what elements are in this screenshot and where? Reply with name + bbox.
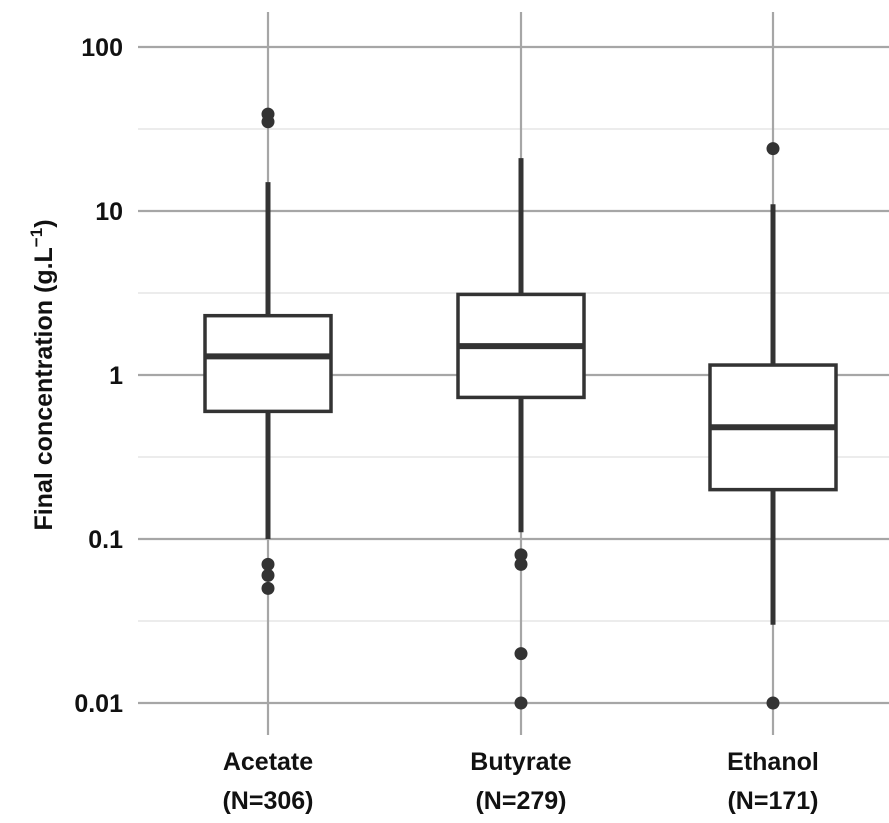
x-category-label: Ethanol: [727, 748, 819, 776]
outlier-point: [514, 647, 528, 661]
x-category-n-label: (N=306): [222, 787, 313, 815]
y-axis-title-main: Final concentration (g.L: [30, 247, 58, 530]
x-category-label: Butyrate: [470, 748, 572, 776]
outlier-point: [261, 557, 275, 571]
y-axis-title-suffix: ): [30, 219, 58, 227]
box-group-butyrate: [456, 158, 586, 710]
outlier-point: [261, 107, 275, 121]
outlier-point: [514, 557, 528, 571]
y-tick-label: 10: [95, 198, 123, 226]
box: [203, 313, 333, 414]
box-group-acetate: [203, 107, 333, 595]
outlier-point: [766, 696, 780, 710]
x-category-n-label: (N=171): [727, 787, 818, 815]
outlier-point: [514, 696, 528, 710]
x-category-n-label: (N=279): [475, 787, 566, 815]
box-group-ethanol: [708, 142, 838, 710]
x-category-label: Acetate: [223, 748, 313, 776]
outlier-point: [261, 568, 275, 582]
outlier-point: [514, 548, 528, 562]
boxes: [203, 107, 838, 710]
y-axis-title-superscript: −1: [27, 228, 46, 247]
outlier-point: [766, 142, 780, 156]
y-tick-label: 100: [81, 34, 123, 62]
axis-labels: 0.01 0.1 1 10 100 Acetate (N=306) Butyrate (N=27…: [74, 34, 819, 815]
y-tick-label: 0.01: [74, 690, 123, 718]
y-tick-label: 0.1: [88, 526, 123, 554]
y-axis-title: Final concentration (g.L−1): [27, 219, 58, 530]
outlier-point: [261, 581, 275, 595]
y-tick-label: 1: [109, 362, 123, 390]
